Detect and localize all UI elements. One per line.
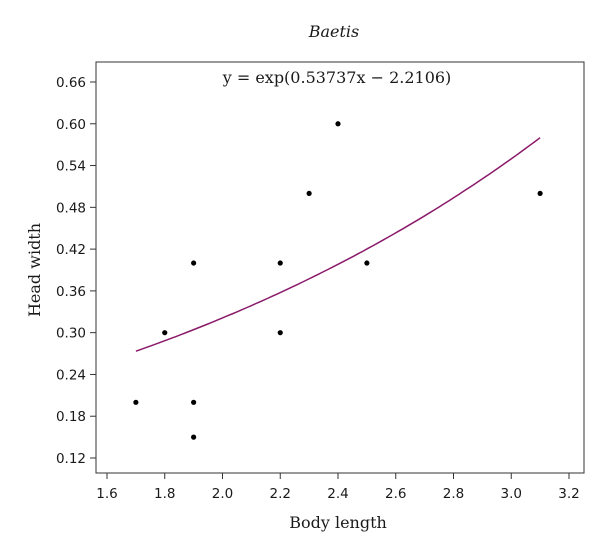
y-tick-label: 0.48 bbox=[56, 200, 86, 216]
y-axis: 0.12 0.18 0.24 0.30 0.36 0.42 0.48 0.54 0.60 0.66 bbox=[56, 75, 96, 467]
x-tick-label: 2.4 bbox=[327, 486, 348, 502]
scatter-point bbox=[364, 260, 370, 266]
scatter-point bbox=[335, 121, 341, 127]
y-tick-label: 0.12 bbox=[56, 451, 86, 467]
x-tick-label: 3.2 bbox=[558, 486, 579, 502]
points-layer bbox=[133, 121, 543, 440]
y-tick-label: 0.66 bbox=[56, 75, 86, 91]
y-axis-label: Head width bbox=[25, 223, 44, 317]
fit-curve bbox=[135, 137, 541, 352]
scatter-point bbox=[162, 330, 168, 336]
x-tick-label: 2.0 bbox=[212, 486, 233, 502]
scatter-point bbox=[537, 190, 543, 197]
y-tick-label: 0.24 bbox=[56, 367, 86, 383]
x-tick-label: 3.0 bbox=[501, 486, 522, 502]
scatter-point bbox=[191, 399, 197, 405]
x-tick-label: 1.6 bbox=[96, 486, 117, 502]
fit-curve-layer bbox=[135, 137, 541, 352]
x-axis-label: Body length bbox=[289, 513, 387, 532]
y-tick-label: 0.30 bbox=[56, 326, 86, 342]
x-axis: 1.6 1.8 2.0 2.2 2.4 2.6 2.8 3.0 3.2 bbox=[96, 473, 580, 502]
scatter-point bbox=[277, 330, 283, 336]
scatter-point bbox=[191, 434, 197, 440]
scatter-point bbox=[277, 260, 283, 266]
y-tick-label: 0.60 bbox=[56, 117, 86, 133]
y-tick-label: 0.42 bbox=[56, 242, 86, 258]
x-tick-label: 1.8 bbox=[154, 486, 175, 502]
scatter-point bbox=[306, 190, 312, 197]
plot-frame bbox=[95, 61, 585, 474]
scatter-point bbox=[133, 399, 139, 405]
y-tick-label: 0.18 bbox=[56, 409, 86, 425]
y-tick-label: 0.36 bbox=[56, 284, 86, 300]
scatter-point bbox=[191, 260, 197, 266]
x-tick-label: 2.8 bbox=[443, 486, 464, 502]
fit-equation: y = exp(0.53737x − 2.2106) bbox=[222, 68, 452, 87]
chart-title: Baetis bbox=[308, 22, 360, 41]
x-tick-label: 2.2 bbox=[270, 486, 291, 502]
x-tick-label: 2.6 bbox=[385, 486, 406, 502]
y-tick-label: 0.54 bbox=[56, 159, 86, 175]
